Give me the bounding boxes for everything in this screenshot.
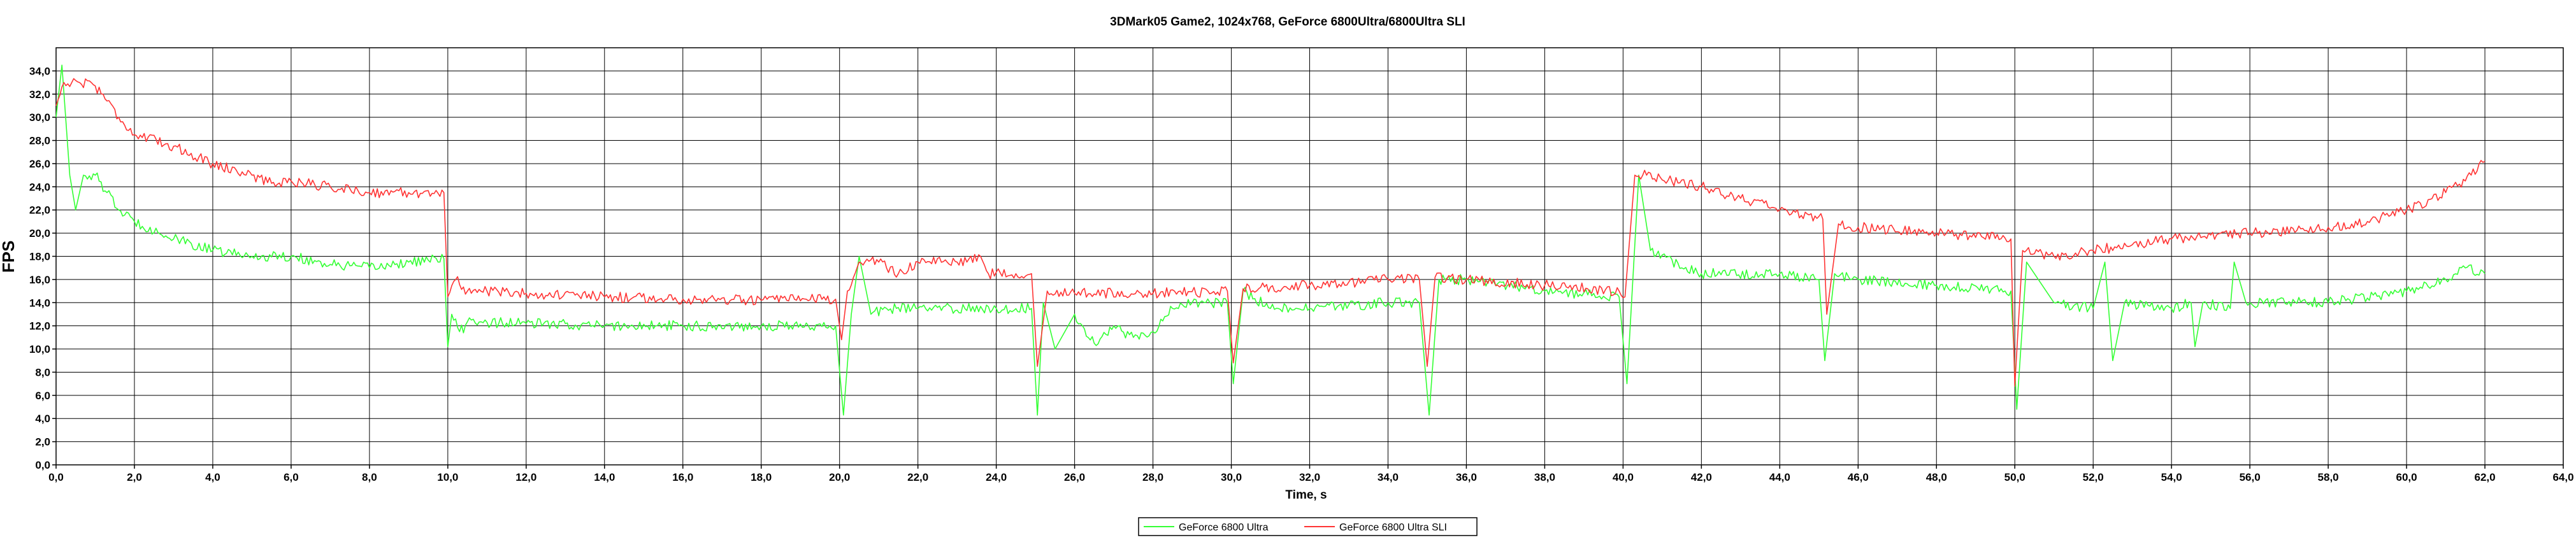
x-tick-label: 12,0: [515, 471, 536, 483]
x-tick-label: 40,0: [1613, 471, 1634, 483]
tick-labels: 0,0 2,0 4,0 6,0 8,0 10,0 12,0 14,0 16,0 18,0 20,0 2…: [29, 65, 2574, 483]
x-tick-label: 64,0: [2552, 471, 2573, 483]
x-tick-label: 46,0: [1848, 471, 1869, 483]
x-tick-label: 36,0: [1456, 471, 1477, 483]
y-tick-label: 0,0: [35, 459, 50, 471]
y-tick-label: 8,0: [35, 366, 50, 378]
y-tick-label: 10,0: [29, 343, 50, 355]
x-tick-label: 48,0: [1926, 471, 1947, 483]
x-tick-label: 6,0: [284, 471, 299, 483]
y-tick-label: 34,0: [29, 65, 50, 77]
x-tick-label: 60,0: [2396, 471, 2417, 483]
x-tick-label: 22,0: [907, 471, 928, 483]
x-tick-label: 58,0: [2318, 471, 2339, 483]
x-tick-label: 62,0: [2474, 471, 2495, 483]
legend-box: [1138, 517, 1478, 536]
legend-label-sli: GeForce 6800 Ultra SLI: [1339, 522, 1447, 533]
x-tick-label: 44,0: [1769, 471, 1790, 483]
series-line-sli: [55, 78, 2486, 387]
y-tick-label: 2,0: [35, 436, 50, 448]
y-axis-title: FPS: [0, 241, 18, 273]
y-tick-label: 18,0: [29, 251, 50, 263]
grid: [52, 48, 2564, 469]
x-tick-label: 28,0: [1142, 471, 1163, 483]
y-tick-label: 26,0: [29, 158, 50, 170]
x-tick-label: 18,0: [751, 471, 772, 483]
x-tick-label: 30,0: [1221, 471, 1242, 483]
x-tick-label: 20,0: [829, 471, 850, 483]
x-tick-label: 26,0: [1064, 471, 1085, 483]
y-tick-label: 32,0: [29, 89, 50, 101]
x-tick-label: 4,0: [205, 471, 220, 483]
x-axis-title: Time, s: [1285, 488, 1327, 502]
x-tick-label: 34,0: [1378, 471, 1399, 483]
x-tick-label: 10,0: [437, 471, 458, 483]
y-tick-label: 28,0: [29, 135, 50, 147]
x-tick-label: 2,0: [127, 471, 142, 483]
series-line-ultra: [55, 64, 2486, 416]
x-tick-label: 50,0: [2004, 471, 2026, 483]
y-tick-label: 16,0: [29, 274, 50, 286]
y-tick-label: 22,0: [29, 204, 50, 217]
x-tick-label: 52,0: [2083, 471, 2104, 483]
y-tick-label: 20,0: [29, 227, 50, 239]
x-tick-label: 0,0: [48, 471, 64, 483]
x-tick-label: 42,0: [1691, 471, 1712, 483]
y-tick-label: 6,0: [35, 390, 50, 402]
x-tick-label: 8,0: [362, 471, 377, 483]
x-tick-label: 56,0: [2240, 471, 2261, 483]
y-tick-label: 14,0: [29, 297, 50, 309]
x-tick-label: 38,0: [1534, 471, 1555, 483]
x-tick-label: 16,0: [672, 471, 693, 483]
y-tick-label: 12,0: [29, 320, 50, 332]
x-tick-label: 32,0: [1299, 471, 1320, 483]
y-tick-label: 4,0: [35, 413, 50, 425]
y-tick-label: 24,0: [29, 181, 50, 193]
series-lines: [55, 64, 2486, 416]
legend-label-ultra: GeForce 6800 Ultra: [1179, 522, 1269, 533]
y-tick-label: 30,0: [29, 111, 50, 124]
x-tick-label: 24,0: [986, 471, 1007, 483]
x-tick-label: 14,0: [594, 471, 615, 483]
chart-title: 3DMark05 Game2, 1024x768, GeForce 6800Ul…: [1110, 15, 1465, 29]
x-tick-label: 54,0: [2161, 471, 2182, 483]
legend: GeForce 6800 Ultra GeForce 6800 Ultra SL…: [1138, 517, 1478, 536]
